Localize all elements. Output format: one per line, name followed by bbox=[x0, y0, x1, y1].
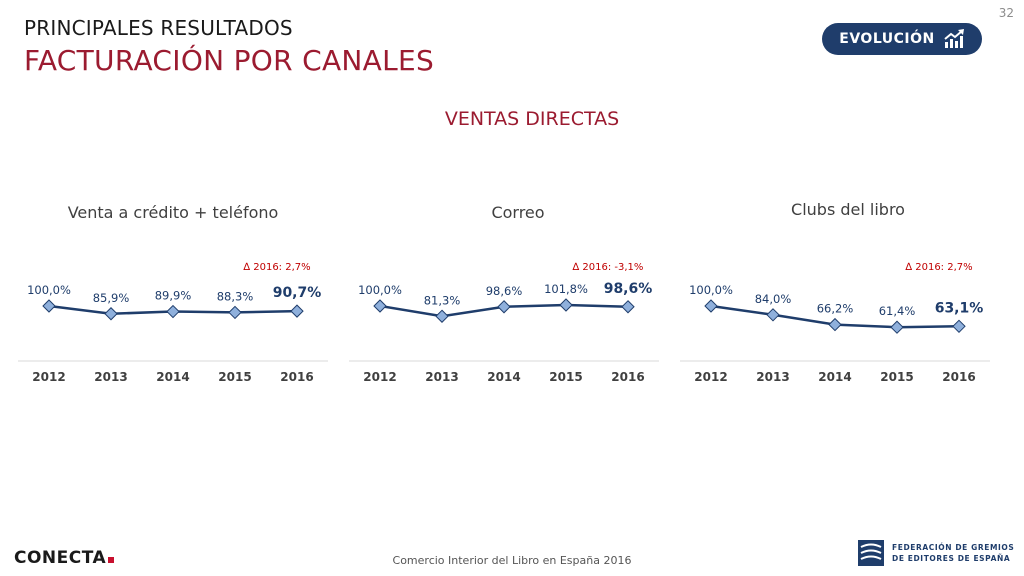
data-label-2013: 85,9% bbox=[93, 291, 130, 305]
data-point-2014 bbox=[828, 317, 842, 332]
federacion-emblem-icon bbox=[858, 540, 884, 566]
conecta-logo-dot bbox=[108, 557, 115, 563]
x-tick-2016: 2016 bbox=[611, 370, 644, 384]
delta-annotation: ∆ 2016: 2,7% bbox=[904, 262, 972, 273]
data-label-2014: 89,9% bbox=[155, 289, 192, 303]
data-label-2013: 81,3% bbox=[424, 293, 461, 307]
x-tick-2016: 2016 bbox=[942, 370, 975, 384]
data-label-2015: 88,3% bbox=[217, 289, 254, 303]
chart-correo: 100,0% 2012 81,3% 2013 98,6% 2014 101,8% 2015 98… bbox=[349, 262, 659, 384]
data-label-2014: 98,6% bbox=[486, 284, 523, 298]
trend-chart-icon bbox=[944, 29, 964, 48]
section-title: VENTAS DIRECTAS bbox=[444, 108, 620, 130]
x-tick-2014: 2014 bbox=[818, 370, 851, 384]
conecta-logo: CONECTA bbox=[14, 548, 115, 568]
data-point-2015 bbox=[228, 305, 242, 320]
data-point-2015 bbox=[890, 320, 904, 334]
federacion-logo: FEDERACIÓN DE GREMIOS DE EDITORES DE ESP… bbox=[858, 540, 1014, 566]
data-point-2013 bbox=[766, 308, 780, 322]
delta-annotation: ∆ 2016: 2,7% bbox=[242, 262, 310, 273]
x-tick-2012: 2012 bbox=[363, 370, 396, 384]
chart-title-correo: Correo bbox=[491, 203, 545, 222]
x-tick-2015: 2015 bbox=[880, 370, 913, 384]
data-point-2013 bbox=[104, 307, 118, 321]
badge-label: EVOLUCIÓN bbox=[839, 31, 935, 47]
data-point-2016 bbox=[621, 300, 635, 314]
federacion-line1: FEDERACIÓN DE GREMIOS bbox=[892, 543, 1015, 552]
data-label-2012: 100,0% bbox=[358, 283, 402, 297]
x-tick-2014: 2014 bbox=[487, 370, 520, 384]
x-tick-2013: 2013 bbox=[94, 370, 127, 384]
data-label-2014: 66,2% bbox=[817, 302, 854, 316]
data-label-2012: 100,0% bbox=[689, 283, 733, 297]
chart-title-clubs: Clubs del libro bbox=[791, 200, 905, 219]
data-label-2016: 90,7% bbox=[273, 285, 322, 301]
data-point-2012 bbox=[704, 299, 718, 313]
data-point-2014 bbox=[497, 300, 511, 314]
data-label-2015: 61,4% bbox=[879, 304, 916, 318]
data-point-2012 bbox=[42, 299, 56, 313]
data-label-2016: 98,6% bbox=[604, 281, 653, 297]
page-number: 32 bbox=[998, 6, 1014, 20]
x-tick-2012: 2012 bbox=[32, 370, 65, 384]
data-point-2016 bbox=[290, 304, 304, 318]
x-tick-2012: 2012 bbox=[694, 370, 727, 384]
page-title: FACTURACIÓN POR CANALES bbox=[24, 44, 435, 77]
evolucion-badge[interactable]: EVOLUCIÓN bbox=[822, 23, 982, 55]
data-point-2015 bbox=[559, 298, 573, 312]
data-point-2013 bbox=[435, 309, 449, 323]
x-tick-2015: 2015 bbox=[549, 370, 582, 384]
data-point-2012 bbox=[373, 299, 387, 313]
x-tick-2014: 2014 bbox=[156, 370, 189, 384]
data-label-2016: 63,1% bbox=[935, 300, 984, 316]
data-point-2014 bbox=[166, 304, 180, 319]
footer-text: Comercio Interior del Libro en España 20… bbox=[392, 554, 632, 567]
conecta-logo-text: CONECTA bbox=[14, 548, 107, 568]
page-subtitle: PRINCIPALES RESULTADOS bbox=[24, 16, 293, 40]
chart-title-venta-credito: Venta a crédito + teléfono bbox=[67, 203, 279, 222]
federacion-line2: DE EDITORES DE ESPAÑA bbox=[892, 554, 1011, 563]
data-label-2013: 84,0% bbox=[755, 292, 792, 306]
chart-clubs: 100,0% 2012 84,0% 2013 66,2% 2014 61,4% 2015 63,… bbox=[680, 262, 990, 384]
data-label-2015: 101,8% bbox=[544, 282, 588, 296]
x-tick-2016: 2016 bbox=[280, 370, 313, 384]
x-tick-2013: 2013 bbox=[425, 370, 458, 384]
delta-annotation: ∆ 2016: -3,1% bbox=[572, 262, 644, 273]
data-label-2012: 100,0% bbox=[27, 283, 71, 297]
x-tick-2013: 2013 bbox=[756, 370, 789, 384]
x-tick-2015: 2015 bbox=[218, 370, 251, 384]
data-point-2016 bbox=[952, 319, 966, 334]
chart-venta-credito: 100,0% 2012 85,9% 2013 89,9% 2014 88,3% 2015 90,… bbox=[18, 262, 328, 384]
